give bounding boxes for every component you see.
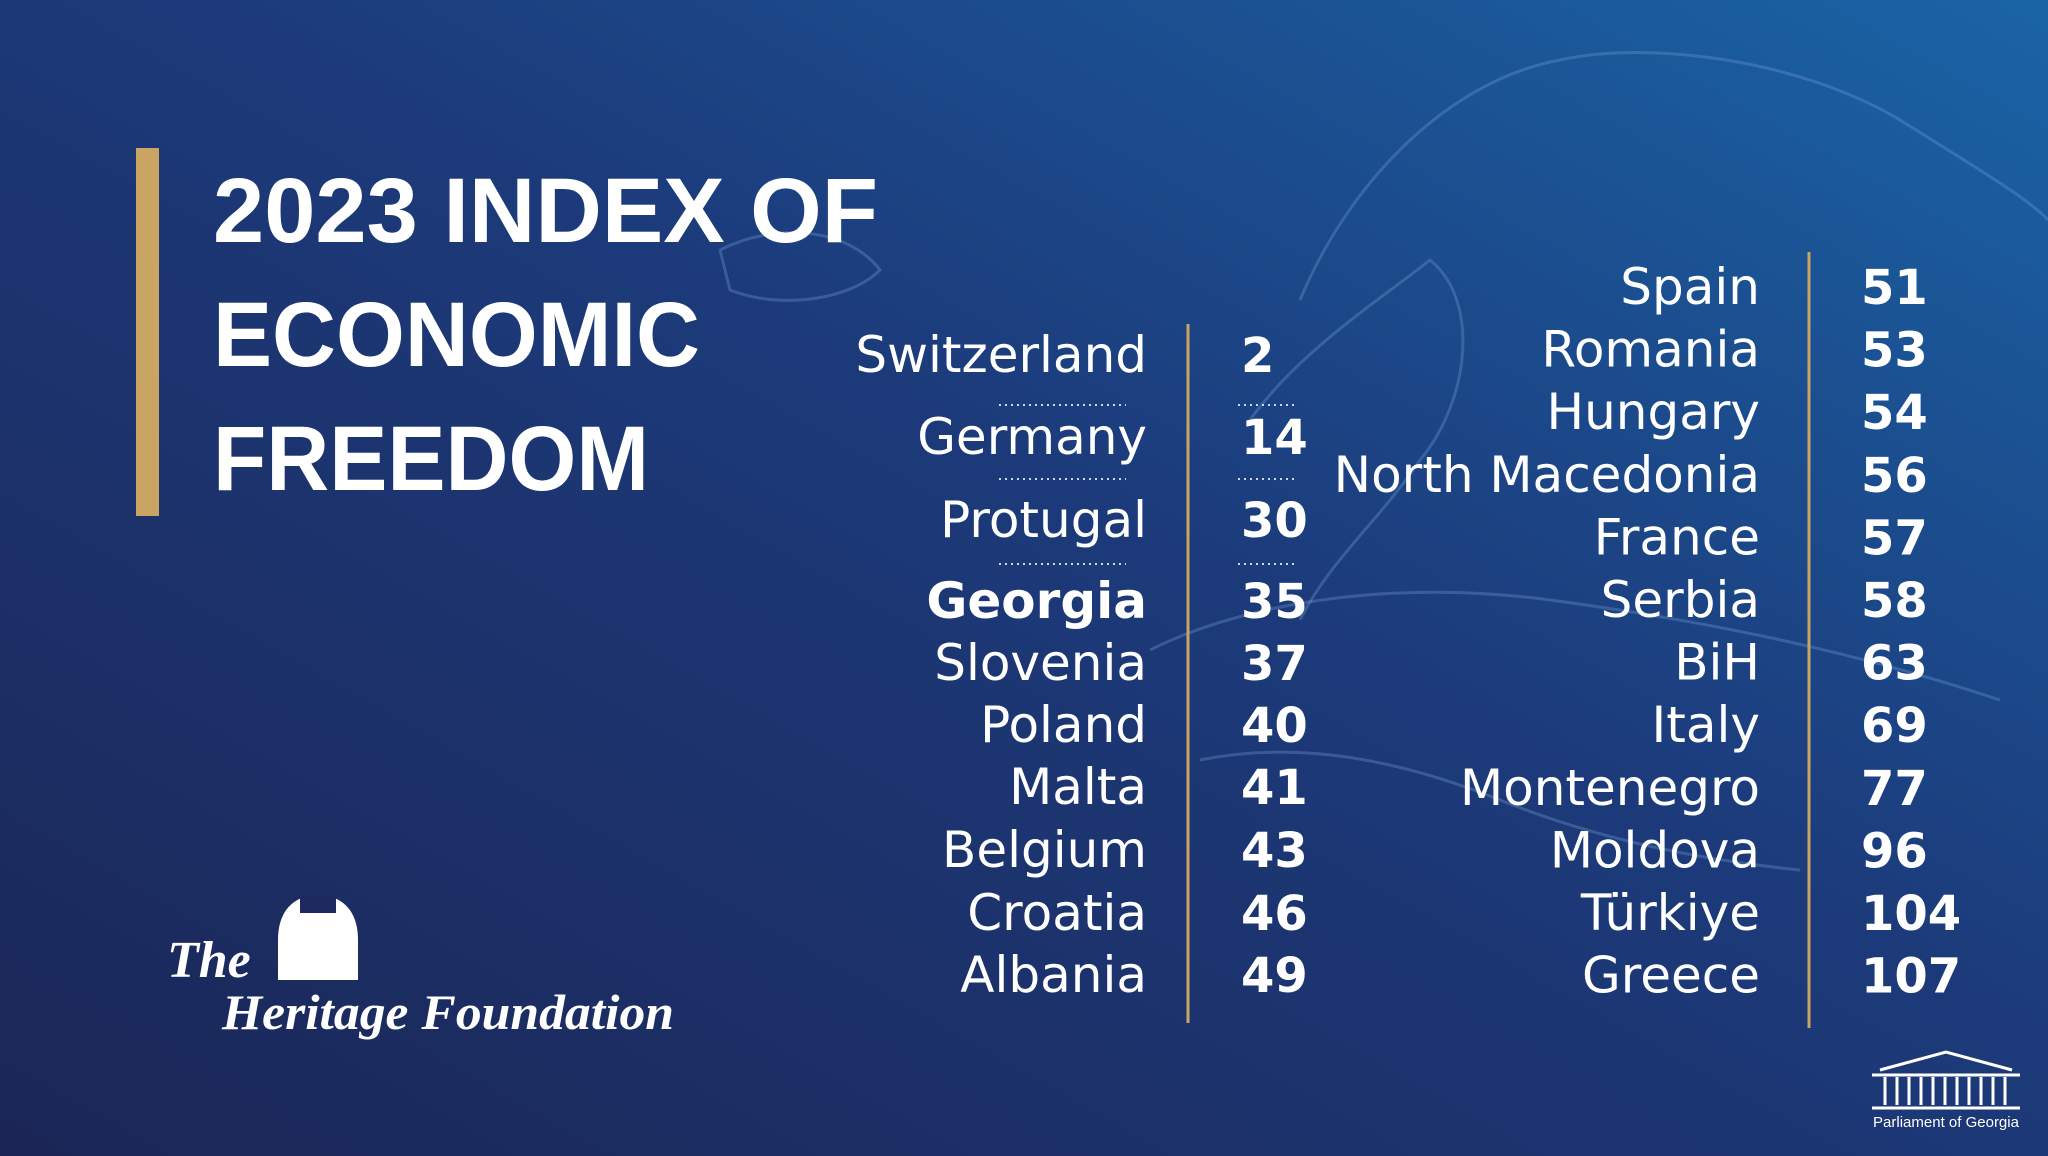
country-name: Serbia	[1601, 571, 1760, 629]
country-name: Slovenia	[934, 634, 1147, 692]
country-name: Moldova	[1550, 821, 1760, 879]
map-outline	[718, 51, 2048, 872]
accent-bar	[136, 148, 159, 516]
country-rank: 54	[1861, 385, 1928, 441]
country-rank: 40	[1241, 698, 1308, 754]
parliament-icon	[1872, 1050, 2020, 1110]
country-rank: 77	[1861, 761, 1928, 817]
country-name: Albania	[960, 946, 1147, 1004]
country-name: Protugal	[940, 491, 1147, 549]
country-rank: 46	[1241, 886, 1308, 942]
country-name: Croatia	[967, 884, 1147, 942]
bell-icon-cut	[300, 895, 336, 913]
country-name: Türkiye	[1580, 884, 1760, 942]
country-name: Poland	[980, 696, 1147, 754]
country-rank: 14	[1241, 410, 1308, 466]
country-name: Spain	[1620, 258, 1760, 316]
country-rank: 51	[1861, 260, 1928, 316]
logo-name: Heritage Foundation	[221, 984, 674, 1040]
country-rank: 56	[1861, 448, 1928, 504]
title-line: FREEDOM	[213, 408, 649, 510]
country-rank: 57	[1861, 510, 1928, 566]
country-rank: 43	[1241, 823, 1308, 879]
country-rank: 37	[1241, 636, 1308, 692]
logo-the: The	[167, 932, 251, 989]
country-rank: 41	[1241, 760, 1308, 816]
country-rank: 53	[1861, 323, 1928, 379]
country-rank: 35	[1241, 574, 1308, 630]
country-name: Greece	[1582, 947, 1760, 1005]
country-rank: 58	[1861, 573, 1928, 629]
country-name: Belgium	[942, 821, 1147, 879]
country-rank: 49	[1241, 948, 1308, 1004]
country-rank: 63	[1861, 636, 1928, 692]
country-name: Georgia	[926, 572, 1147, 630]
country-rank: 2	[1241, 328, 1274, 384]
bell-icon	[278, 895, 358, 980]
country-name: Malta	[1009, 758, 1147, 816]
country-name: Switzerland	[855, 326, 1147, 384]
country-rank: 107	[1861, 949, 1961, 1005]
country-name: France	[1594, 508, 1760, 566]
country-rank: 104	[1861, 886, 1961, 942]
title-line: ECONOMIC	[213, 284, 700, 386]
country-rank: 30	[1241, 493, 1308, 549]
country-rank: 96	[1861, 823, 1928, 879]
country-name: Romania	[1541, 321, 1760, 379]
title-line: 2023 INDEX OF	[213, 160, 878, 262]
country-name: Hungary	[1546, 383, 1760, 441]
country-rank: 69	[1861, 698, 1928, 754]
country-name: North Macedonia	[1334, 446, 1760, 504]
country-name: BiH	[1674, 634, 1760, 692]
country-name: Germany	[917, 408, 1147, 466]
ranking-lists: Switzerland 2 Germany 14 Protugal 30 Georgia 35…	[855, 258, 1961, 1005]
country-name: Italy	[1652, 696, 1760, 754]
country-name: Montenegro	[1460, 759, 1760, 817]
parliament-label: Parliament of Georgia	[1873, 1114, 2020, 1131]
